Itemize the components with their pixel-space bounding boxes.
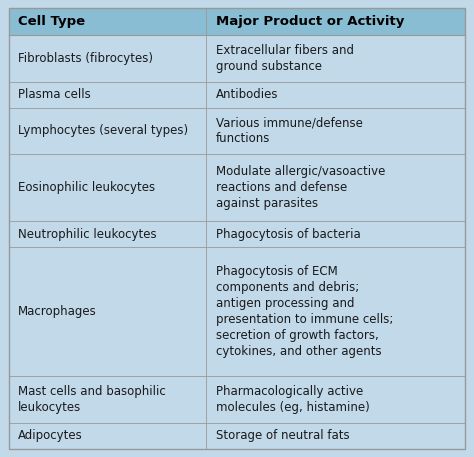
Bar: [9, 154, 465, 221]
Bar: [9, 108, 465, 154]
Text: Antibodies: Antibodies: [216, 88, 278, 101]
Bar: [9, 35, 465, 82]
Text: Pharmacologically active
molecules (eg, histamine): Pharmacologically active molecules (eg, …: [216, 385, 369, 414]
Bar: [9, 247, 465, 376]
Text: Various immune/defense
functions: Various immune/defense functions: [216, 117, 363, 145]
Text: Lymphocytes (several types): Lymphocytes (several types): [18, 124, 188, 138]
Text: Modulate allergic/vasoactive
reactions and defense
against parasites: Modulate allergic/vasoactive reactions a…: [216, 165, 385, 210]
Text: Phagocytosis of bacteria: Phagocytosis of bacteria: [216, 228, 360, 241]
Text: Adipocytes: Adipocytes: [18, 429, 83, 442]
Bar: [9, 423, 465, 449]
Text: Phagocytosis of ECM
components and debris;
antigen processing and
presentation t: Phagocytosis of ECM components and debri…: [216, 266, 393, 358]
Text: Neutrophilic leukocytes: Neutrophilic leukocytes: [18, 228, 156, 241]
Text: Plasma cells: Plasma cells: [18, 88, 91, 101]
Text: Extracellular fibers and
ground substance: Extracellular fibers and ground substanc…: [216, 44, 354, 73]
Bar: [9, 82, 465, 108]
Text: Major Product or Activity: Major Product or Activity: [216, 15, 404, 28]
Text: Macrophages: Macrophages: [18, 305, 97, 318]
Text: Mast cells and basophilic
leukocytes: Mast cells and basophilic leukocytes: [18, 385, 166, 414]
Text: Fibroblasts (fibrocytes): Fibroblasts (fibrocytes): [18, 52, 153, 65]
Bar: [9, 221, 465, 247]
Bar: [9, 376, 465, 423]
Bar: [9, 8, 465, 35]
Text: Storage of neutral fats: Storage of neutral fats: [216, 429, 349, 442]
Text: Eosinophilic leukocytes: Eosinophilic leukocytes: [18, 181, 155, 194]
Text: Cell Type: Cell Type: [18, 15, 85, 28]
